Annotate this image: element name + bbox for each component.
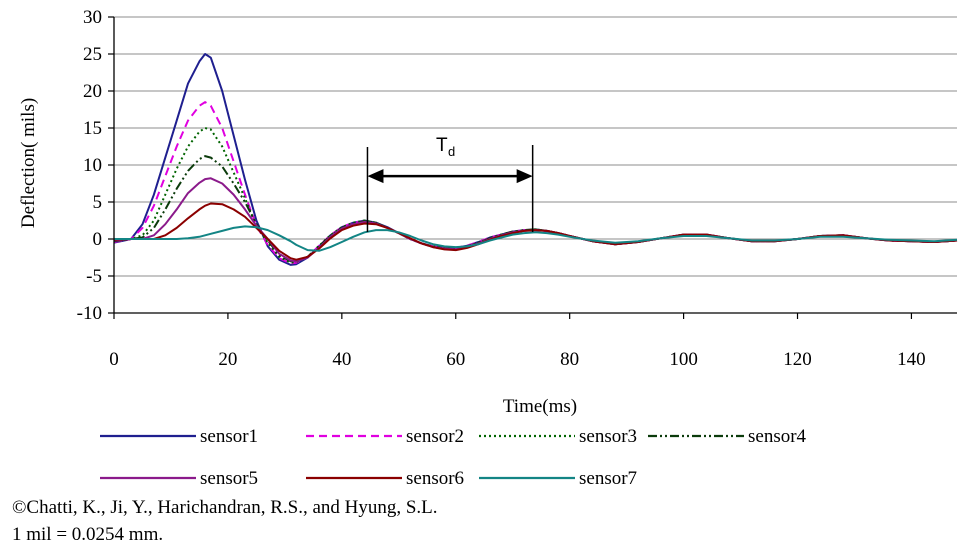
td-label: T <box>436 135 448 156</box>
y-tick-label: 15 <box>83 118 102 139</box>
y-tick-label: 5 <box>93 192 103 213</box>
td-arrow-head-right <box>516 169 533 184</box>
x-tick-label: 20 <box>218 349 237 370</box>
y-tick-label: 30 <box>83 7 102 28</box>
axes: -10 -5 0 5 10 15 20 25 30 0 20 40 60 80 100 120 140 <box>77 7 957 370</box>
grid <box>114 16 957 314</box>
series-line-sensor5 <box>113 177 958 263</box>
legend: sensor1 sensor2 sensor3 sensor4 sensor5 senso… <box>100 426 807 489</box>
x-tick-label: 140 <box>897 349 926 370</box>
y-tick-label: -5 <box>86 266 102 287</box>
td-arrow-head-left <box>367 169 384 184</box>
legend-label-sensor5: sensor5 <box>200 468 258 489</box>
legend-label-sensor2: sensor2 <box>406 426 464 447</box>
y-tick-label: 10 <box>83 155 102 176</box>
series-line-sensor3 <box>113 127 958 264</box>
series-line-sensor7 <box>114 225 958 252</box>
y-tick-label: -10 <box>77 303 102 324</box>
unit-conversion-note: 1 mil = 0.0254 mm. <box>12 524 164 545</box>
x-axis-title: Time(ms) <box>503 396 577 417</box>
y-tick-label: 20 <box>83 81 102 102</box>
x-tick-label: 60 <box>446 349 465 370</box>
x-tick-label: 40 <box>332 349 351 370</box>
legend-label-sensor1: sensor1 <box>200 426 258 447</box>
legend-label-sensor3: sensor3 <box>579 426 637 447</box>
y-tick-label: 25 <box>83 44 102 65</box>
series-line-sensor4 <box>113 155 958 263</box>
copyright-note: ©Chatti, K., Ji, Y., Harichandran, R.S.,… <box>12 497 438 518</box>
x-tick-label: 100 <box>669 349 698 370</box>
legend-label-sensor4: sensor4 <box>748 426 807 447</box>
td-label-subscript: d <box>448 144 455 159</box>
x-tick-label: 80 <box>560 349 579 370</box>
legend-label-sensor7: sensor7 <box>579 468 637 489</box>
source-notes: ©Chatti, K., Ji, Y., Harichandran, R.S.,… <box>12 494 438 548</box>
x-tick-label: 120 <box>783 349 812 370</box>
y-axis-title: Deflection( mils) <box>18 98 39 228</box>
legend-label-sensor6: sensor6 <box>406 468 464 489</box>
series-layer <box>113 53 958 266</box>
x-tick-label: 0 <box>109 349 119 370</box>
y-tick-label: 0 <box>93 229 103 250</box>
